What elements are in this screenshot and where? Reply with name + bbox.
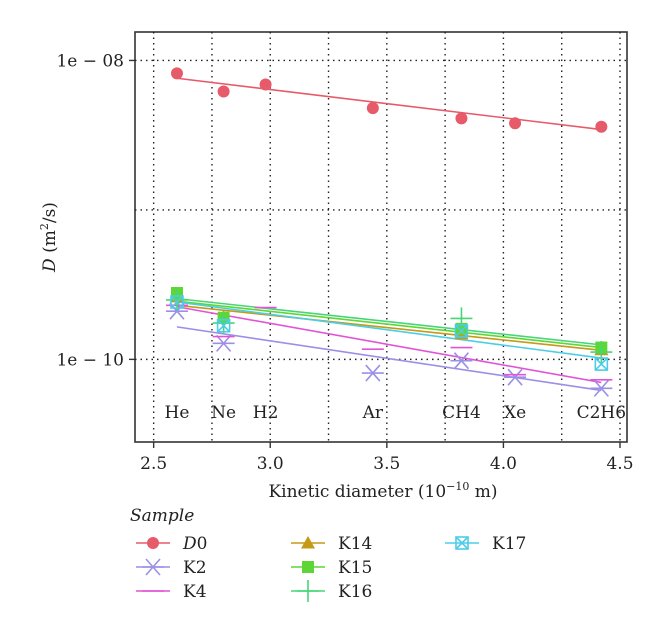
- fit-line-k4: [176, 305, 602, 384]
- gas-label: Xe: [504, 403, 526, 423]
- legend-label: K14: [338, 534, 372, 554]
- point-k17: [216, 318, 231, 333]
- y-tick-label: 1e − 10: [56, 350, 124, 370]
- marker-stroke: [216, 318, 231, 333]
- marker-stroke: [216, 334, 232, 352]
- fit-line-k14: [176, 304, 602, 352]
- marker-shape: [147, 537, 159, 549]
- legend-item-k16: K16: [291, 580, 372, 602]
- gas-label: H2: [253, 403, 279, 423]
- data-points: [165, 67, 613, 397]
- grid-lines: [135, 32, 627, 442]
- gas-label: CH4: [442, 403, 481, 423]
- legend-marker-k17: [455, 536, 469, 550]
- point-k2: [590, 379, 613, 397]
- legend-label: K17: [492, 534, 526, 554]
- legend-label: K2: [183, 558, 207, 578]
- point-d0: [170, 67, 183, 80]
- marker-shape: [509, 117, 522, 130]
- legend-label: K16: [338, 582, 372, 602]
- point-k16: [590, 341, 613, 364]
- legend-label: D0: [182, 534, 207, 554]
- marker-stroke: [593, 379, 609, 397]
- gas-label: C2H6: [577, 403, 626, 423]
- point-k16: [212, 312, 235, 335]
- legend-marker-k14: [301, 536, 315, 549]
- marker-shape: [301, 536, 315, 549]
- y-tick-label: 1e − 08: [56, 51, 124, 71]
- legend-title: Sample: [130, 506, 194, 526]
- fit-line-k15: [176, 300, 602, 349]
- marker-stroke: [217, 319, 231, 333]
- marker-shape: [595, 120, 608, 133]
- fit-line-k16: [176, 297, 602, 346]
- legend-marker-k2: [142, 558, 164, 576]
- gas-labels: He Ne H2 Ar CH4 Xe C2H6: [165, 403, 627, 423]
- x-axis-ticks: 2.5 3.0 3.5 4.0 4.5: [140, 442, 634, 474]
- x-tick-label: 4.5: [606, 454, 633, 474]
- fit-lines: [176, 77, 602, 392]
- marker-stroke: [454, 324, 469, 338]
- point-k17: [594, 357, 609, 371]
- legend-marker-d0: [147, 537, 159, 549]
- x-tick-label: 4.0: [490, 454, 517, 474]
- point-d0: [217, 85, 230, 98]
- marker-shape: [302, 561, 314, 573]
- marker-shape: [259, 78, 272, 91]
- marker-stroke: [594, 357, 608, 371]
- x-tick-label: 2.5: [140, 454, 167, 474]
- x-tick-label: 3.0: [257, 454, 284, 474]
- x-axis-title: Kinetic diameter (10−10 m): [268, 480, 497, 502]
- marker-stroke: [455, 536, 469, 550]
- legend: D0 K2 K4 K14 K15 K16 K17: [136, 534, 526, 602]
- fit-line-k2: [176, 326, 602, 392]
- marker-shape: [217, 85, 230, 98]
- point-d0: [259, 78, 272, 91]
- gas-label: He: [165, 403, 190, 423]
- marker-stroke: [170, 295, 184, 309]
- marker-shape: [170, 67, 183, 80]
- legend-item-d0: D0: [136, 534, 207, 554]
- point-d0: [595, 120, 608, 133]
- point-k2: [212, 334, 235, 352]
- marker-stroke: [454, 324, 469, 338]
- legend-item-k2: K2: [136, 558, 207, 578]
- point-k17: [170, 295, 184, 309]
- point-d0: [509, 117, 522, 130]
- fit-line-d0: [176, 77, 602, 131]
- legend-marker-k15: [302, 561, 314, 573]
- marker-stroke: [455, 536, 469, 550]
- point-k2: [504, 368, 527, 386]
- marker-stroke: [507, 368, 523, 386]
- marker-stroke: [365, 364, 381, 382]
- legend-item-k4: K4: [136, 582, 207, 602]
- legend-label: K4: [183, 582, 207, 602]
- marker-shape: [455, 112, 468, 125]
- gas-label: Ne: [211, 403, 236, 423]
- legend-item-k14: K14: [291, 534, 372, 554]
- legend-item-k15: K15: [291, 558, 372, 578]
- point-k2: [450, 352, 473, 370]
- point-k17: [454, 324, 469, 338]
- legend-marker-k16: [297, 580, 319, 602]
- y-axis-ticks: 1e − 10 1e − 08: [56, 51, 135, 370]
- marker-stroke: [170, 295, 184, 309]
- marker-shape: [366, 102, 379, 115]
- point-d0: [455, 112, 468, 125]
- legend-label: K15: [338, 558, 372, 578]
- fit-line-k17: [176, 301, 602, 359]
- point-d0: [366, 102, 379, 115]
- legend-item-k17: K17: [445, 534, 526, 554]
- x-tick-label: 3.5: [373, 454, 400, 474]
- y-axis-title: D (m2/s): [38, 202, 60, 273]
- point-k2: [361, 364, 384, 382]
- gas-label: Ar: [362, 403, 384, 423]
- marker-stroke: [453, 352, 470, 370]
- point-k16: [450, 307, 473, 330]
- plot-panel: [134, 31, 628, 443]
- marker-stroke: [594, 357, 609, 371]
- marker-stroke: [145, 558, 161, 576]
